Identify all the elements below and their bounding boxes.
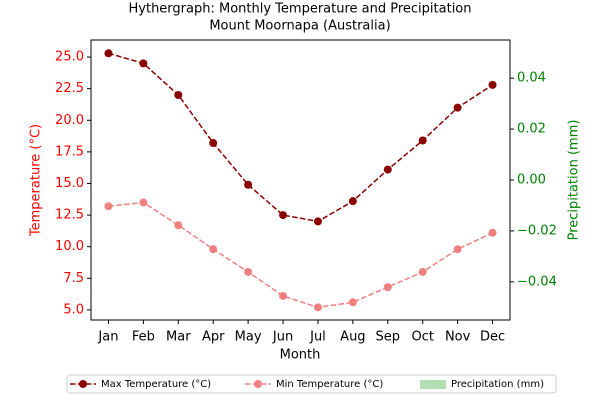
marker [104,49,113,58]
marker [209,245,218,254]
y-tick-label: 25.0 [55,50,84,65]
marker [348,197,357,206]
marker [383,165,392,174]
x-tick-label: Dec [480,330,505,345]
marker [279,211,288,220]
legend-label: Min Temperature (°C) [276,379,383,390]
x-tick-label: Nov [445,330,471,345]
marker [313,303,322,312]
marker [209,139,218,148]
legend-marker [79,380,87,388]
legend-label: Max Temperature (°C) [101,379,211,390]
y-tick-label: 15.0 [55,176,84,191]
y-tick-label: 10.0 [55,239,84,254]
y2-axis-label: Precipitation (mm) [567,120,582,241]
legend-marker [254,380,262,388]
line [108,52,493,223]
y-tick-label: 20.0 [55,113,84,128]
plot-frame [90,39,511,321]
marker [244,180,253,189]
x-tick-label: Aug [340,330,365,345]
marker [174,90,183,99]
marker [383,283,392,292]
y2-tick-label: 0.02 [517,122,546,137]
y2-tick-label: −0.04 [517,274,557,289]
chart-title: Hythergraph: Monthly Temperature and Pre… [129,2,472,17]
marker [104,202,113,211]
y2-tick-label: 0.04 [517,71,546,86]
x-tick-label: Apr [202,330,225,345]
x-tick-label: Jul [309,330,326,345]
marker [279,291,288,300]
chart-subtitle: Mount Moornapa (Australia) [209,19,390,34]
x-axis-label: Month [280,348,321,363]
marker [453,103,462,112]
y-tick-label: 22.5 [55,81,84,96]
marker [453,245,462,254]
y-tick-label: 7.5 [63,271,84,286]
y2-tick-label: 0.00 [517,173,546,188]
marker [348,298,357,307]
marker [313,217,322,226]
y-tick-label: 12.5 [55,208,84,223]
legend-label: Precipitation (mm) [451,379,544,390]
y2-tick-label: −0.02 [517,223,557,238]
x-tick-label: Oct [411,330,433,345]
x-tick-label: Jan [97,330,118,345]
marker [418,136,427,145]
marker [244,267,253,276]
marker [139,198,148,207]
marker [488,80,497,89]
marker [418,267,427,276]
x-tick-label: Jun [272,330,293,345]
y-tick-label: 5.0 [63,302,84,317]
line [108,201,493,309]
marker [174,221,183,230]
y-axis-label: Temperature (°C) [29,124,44,237]
marker [139,59,148,68]
marker [488,228,497,237]
x-tick-label: Sep [376,330,401,345]
legend-swatch [420,380,446,389]
x-tick-label: Mar [166,330,191,345]
y-tick-label: 17.5 [55,144,84,159]
x-tick-label: May [235,330,262,345]
x-tick-label: Feb [132,330,155,345]
